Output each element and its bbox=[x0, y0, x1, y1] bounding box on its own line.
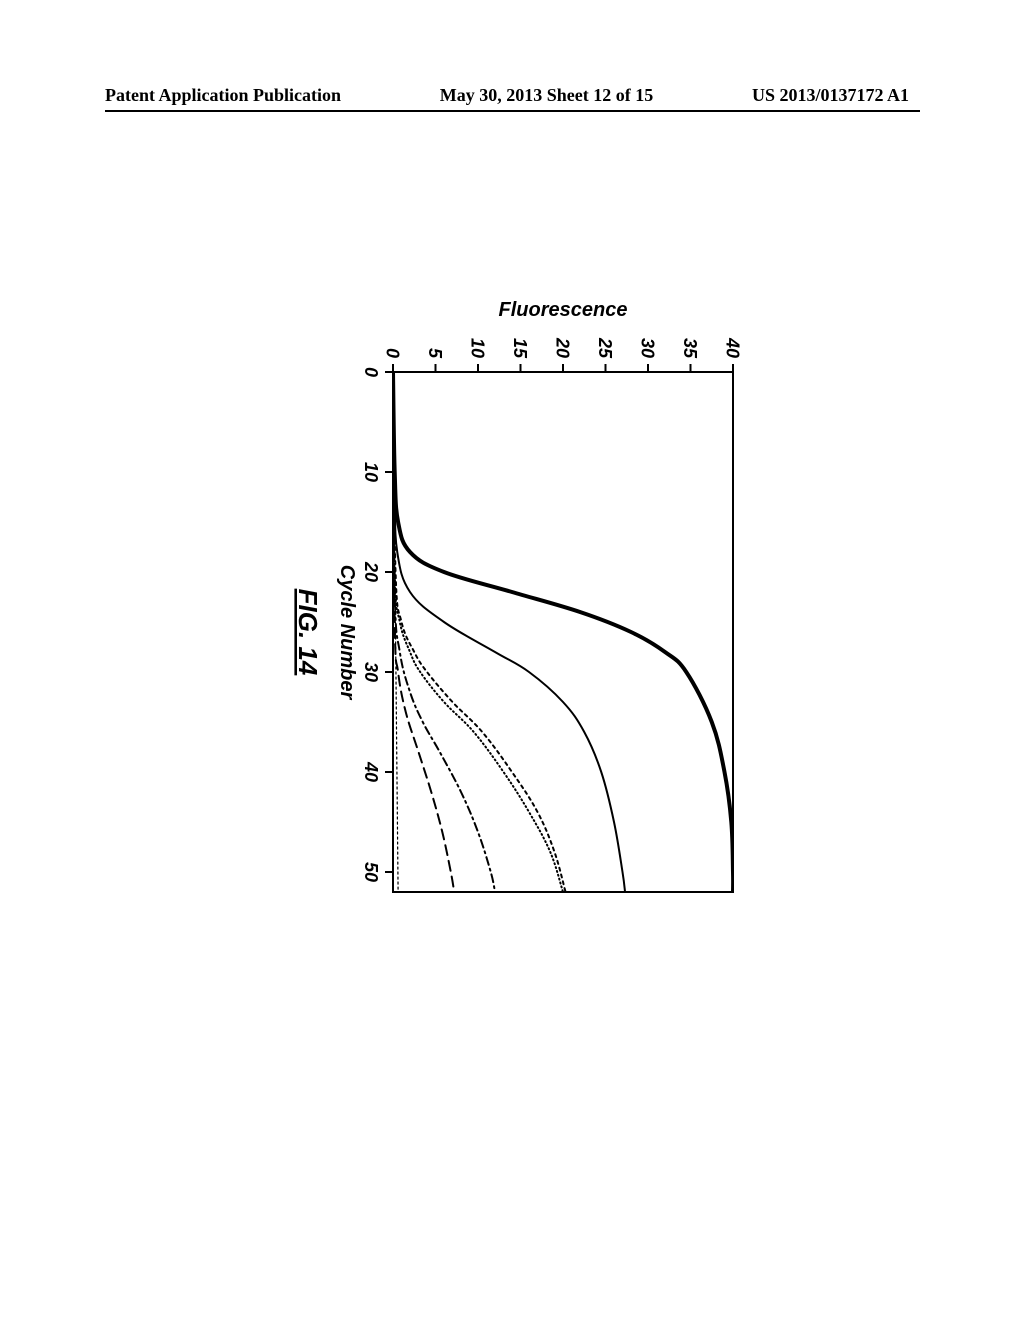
chart-svg: 0 10 20 30 40 50 0 5 10 15 20 25 30 35 40 Cycle Number F… bbox=[283, 294, 747, 906]
header-center: May 30, 2013 Sheet 12 of 15 bbox=[440, 85, 653, 106]
series-curve-b bbox=[393, 372, 625, 892]
header-right: US 2013/0137172 A1 bbox=[752, 85, 909, 106]
x-tick-label: 30 bbox=[361, 662, 381, 682]
header-rule bbox=[105, 110, 920, 112]
y-tick-label: 0 bbox=[383, 348, 403, 358]
series-curve-d bbox=[393, 372, 563, 892]
y-tick-label: 30 bbox=[638, 338, 658, 358]
x-axis-label: Cycle Number bbox=[336, 565, 358, 701]
y-tick-label: 35 bbox=[680, 338, 700, 359]
y-tick-label: 20 bbox=[553, 337, 573, 358]
page-header: Patent Application Publication May 30, 2… bbox=[0, 85, 1024, 106]
x-tick-label: 0 bbox=[361, 367, 381, 377]
figure-caption: FIG. 14 bbox=[293, 589, 323, 676]
series-curve-a bbox=[393, 372, 733, 892]
series-curve-e bbox=[393, 372, 495, 892]
x-tick-label: 50 bbox=[361, 862, 381, 882]
series-group bbox=[393, 372, 733, 892]
x-tick-label: 10 bbox=[361, 462, 381, 482]
y-tick-label: 5 bbox=[425, 348, 445, 359]
y-axis-label: Fluorescence bbox=[499, 299, 628, 321]
y-tick-label: 10 bbox=[468, 338, 488, 358]
figure-14: 0 10 20 30 40 50 0 5 10 15 20 25 30 35 40 Cycle Number F… bbox=[280, 260, 750, 940]
y-tick-label: 15 bbox=[510, 338, 530, 359]
x-tick-label: 40 bbox=[361, 761, 381, 782]
y-tick-label: 25 bbox=[595, 337, 615, 359]
series-curve-c bbox=[393, 372, 566, 892]
x-tick-label: 20 bbox=[361, 561, 381, 582]
y-tick-label: 40 bbox=[723, 337, 743, 358]
header-left: Patent Application Publication bbox=[105, 85, 341, 106]
plot-frame bbox=[393, 372, 733, 892]
